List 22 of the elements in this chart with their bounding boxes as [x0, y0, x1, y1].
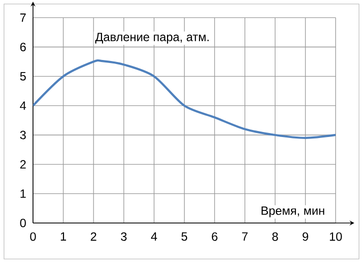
x-tick-label: 0: [30, 232, 36, 241]
x-tick-label: 1: [60, 232, 66, 241]
x-tick-label: 6: [212, 232, 218, 241]
y-tick-label: 6: [20, 42, 26, 52]
x-tick-label: 4: [151, 232, 158, 241]
x-tick-label: 10: [330, 232, 342, 241]
y-tick-label: 7: [20, 14, 26, 22]
x-tick-label: 5: [181, 232, 188, 241]
x-tick-label: 3: [120, 232, 127, 241]
y-axis-title: Давление пара, атм.: [95, 32, 209, 44]
x-tick-label: 7: [242, 232, 248, 241]
y-tick-label: 1: [20, 190, 26, 198]
y-tick-label: 0: [20, 218, 26, 228]
x-axis-title: Время, мин: [262, 206, 324, 218]
y-tick-label: 5: [20, 72, 26, 81]
y-tick-label: 2: [20, 160, 26, 169]
x-tick-label: 8: [272, 232, 278, 241]
y-tick-label: 3: [20, 130, 26, 140]
line-series: [33, 59, 336, 139]
x-tick-label: 9: [302, 232, 308, 241]
x-tick-label: 2: [90, 232, 96, 241]
y-tick-label: 4: [20, 102, 26, 110]
